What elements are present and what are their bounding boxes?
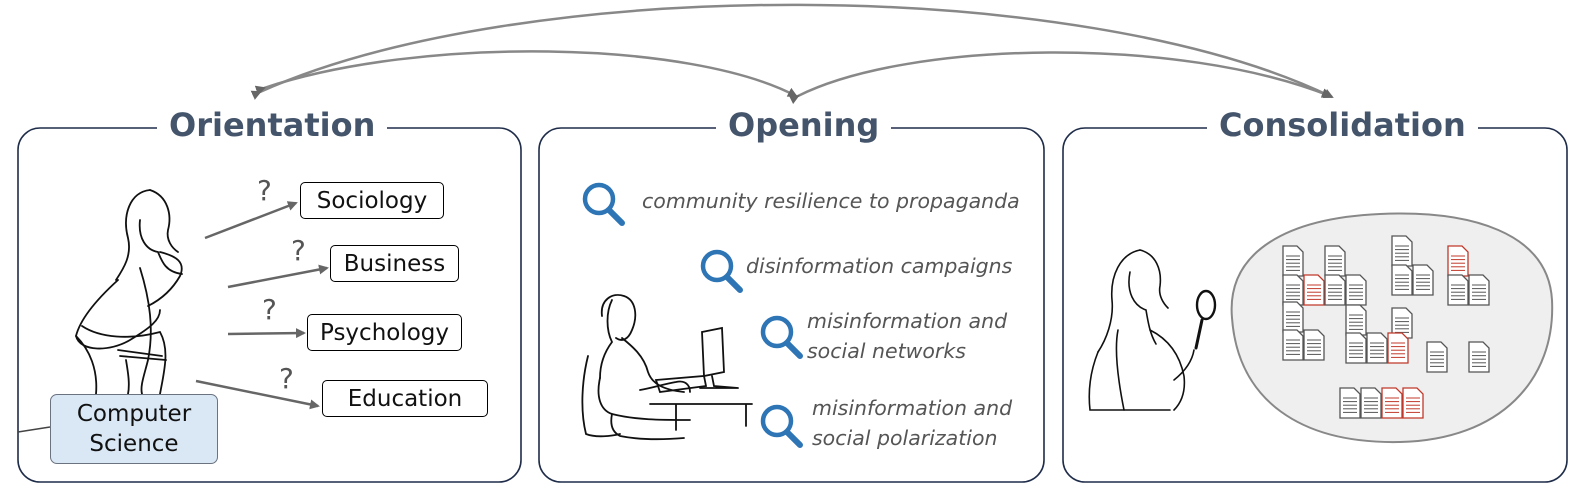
search-query-2: disinformation campaigns — [746, 254, 1013, 278]
document-icon — [1339, 387, 1361, 419]
thinking-person-illustration — [75, 189, 183, 395]
document-icon — [1391, 264, 1413, 296]
stage-title-orientation: Orientation — [157, 106, 388, 144]
document-icon — [1447, 274, 1469, 306]
document-icon — [1381, 387, 1403, 419]
magnifier-icon — [760, 315, 803, 359]
question-mark-sociology: ? — [257, 174, 272, 207]
magnifier-icon — [700, 249, 743, 293]
question-mark-business: ? — [291, 234, 306, 267]
document-icon — [1366, 332, 1388, 364]
arc-orientation-consolidation — [250, 3, 1334, 100]
arrow-to-business — [227, 264, 329, 289]
search-query-1: community resilience to propaganda — [642, 189, 1020, 213]
origin-field-line2: Science — [89, 431, 179, 457]
field-box-psychology: Psychology — [307, 314, 462, 351]
document-icon — [1468, 274, 1490, 306]
arrow-to-psychology — [227, 328, 306, 339]
document-icon — [1345, 274, 1367, 306]
document-icon — [1360, 387, 1382, 419]
field-box-sociology: Sociology — [300, 182, 444, 219]
document-icon — [1391, 235, 1413, 267]
document-icon — [1324, 245, 1346, 277]
stage-title-opening: Opening — [716, 106, 892, 144]
document-icon — [1468, 341, 1490, 373]
document-icon — [1282, 274, 1304, 306]
arc-orientation-opening — [254, 50, 798, 98]
document-icon — [1412, 264, 1434, 296]
arc-opening-consolidation — [788, 51, 1332, 105]
document-icon — [1345, 332, 1367, 364]
arrow-to-education — [195, 379, 320, 410]
question-mark-psychology: ? — [262, 293, 277, 326]
document-icon — [1402, 387, 1424, 419]
field-box-business: Business — [330, 245, 459, 282]
document-icon — [1426, 341, 1448, 373]
document-icon — [1282, 301, 1304, 333]
field-box-education: Education — [322, 380, 488, 417]
document-icon — [1345, 304, 1367, 336]
origin-connector — [17, 426, 51, 433]
document-icon — [1324, 274, 1346, 306]
document-icon — [1303, 274, 1325, 306]
magnifier-icon — [582, 182, 625, 226]
document-icon — [1282, 329, 1304, 361]
stage-title-consolidation: Consolidation — [1207, 106, 1478, 144]
document-icons — [1282, 235, 1490, 419]
document-icon — [1387, 332, 1409, 364]
question-mark-education: ? — [279, 362, 294, 395]
origin-field-box: Computer Science — [50, 394, 218, 464]
search-query-3: misinformation and social networks — [807, 309, 1008, 363]
person-at-computer-illustration — [581, 294, 753, 441]
document-icon — [1282, 245, 1304, 277]
examining-person-illustration — [1088, 249, 1217, 411]
document-icon — [1303, 329, 1325, 361]
arrow-to-sociology — [204, 201, 298, 240]
search-query-4: misinformation and social polarization — [812, 396, 1013, 450]
document-icon — [1447, 245, 1469, 277]
origin-field-line1: Computer — [76, 401, 192, 427]
magnifier-icon — [760, 404, 803, 448]
